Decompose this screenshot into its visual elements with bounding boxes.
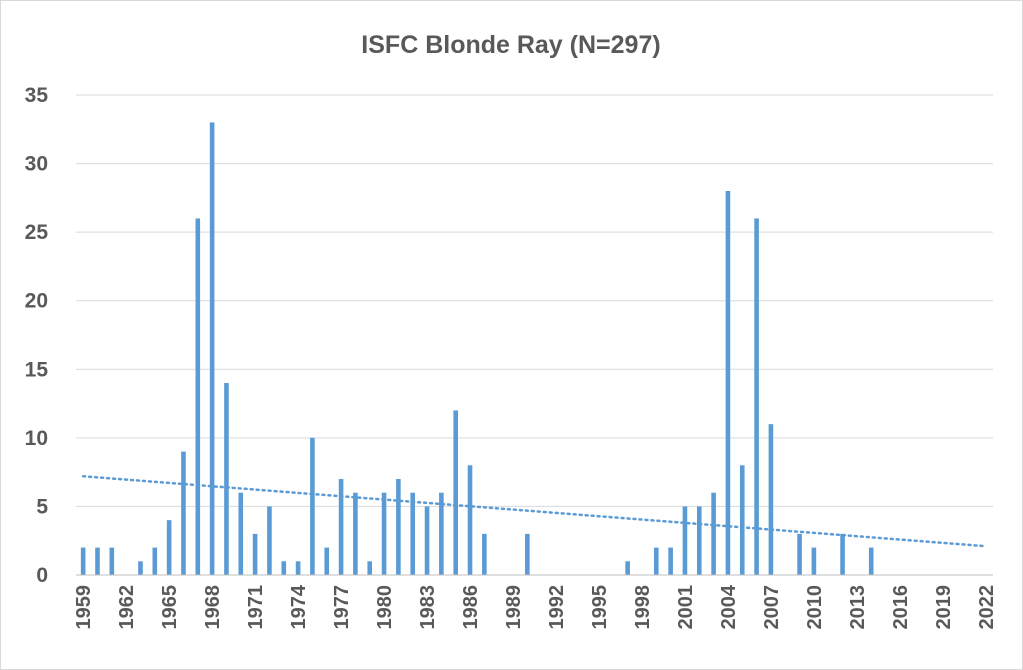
x-tick-label-1983: 1983 <box>417 585 439 630</box>
bar-2001 <box>682 506 688 575</box>
y-tick-label-35: 35 <box>25 84 49 107</box>
bar-2005 <box>739 465 745 575</box>
bar-1974 <box>295 561 301 575</box>
x-tick-label-1965: 1965 <box>159 585 181 630</box>
bar-1977 <box>338 479 344 575</box>
bar-1976 <box>324 547 330 575</box>
bar-2006 <box>754 218 759 575</box>
x-tick-label-1980: 1980 <box>374 585 396 630</box>
bar-1966 <box>181 451 186 575</box>
bar-1975 <box>310 437 315 575</box>
x-tick-label-1977: 1977 <box>331 585 353 630</box>
bar-1963 <box>138 561 143 575</box>
bar-1969 <box>224 383 229 575</box>
y-tick-label-25: 25 <box>25 221 49 244</box>
bar-1980 <box>381 492 387 575</box>
x-tick-label-1968: 1968 <box>202 585 224 630</box>
bar-2007 <box>768 424 774 575</box>
bar-1985 <box>453 410 458 575</box>
y-tick-label-15: 15 <box>25 358 49 381</box>
bar-2009 <box>797 533 802 575</box>
bar-1986 <box>467 465 473 575</box>
bar-1984 <box>439 492 444 575</box>
y-tick-label-30: 30 <box>25 153 48 176</box>
x-tick-label-1989: 1989 <box>503 585 525 630</box>
bar-1961 <box>109 547 115 575</box>
bar-1964 <box>152 547 158 575</box>
bar-1999 <box>653 547 659 575</box>
x-tick-label-1992: 1992 <box>546 585 568 630</box>
x-tick-label-2010: 2010 <box>804 585 826 630</box>
bar-2004 <box>725 191 731 575</box>
y-axis-ticks: 0 5 10 15 20 25 30 35 <box>25 84 49 587</box>
y-tick-label-10: 10 <box>25 427 48 450</box>
x-tick-label-2001: 2001 <box>675 585 697 630</box>
bar-1981 <box>396 479 401 575</box>
bar-2003 <box>711 492 716 575</box>
bar-1970 <box>238 492 244 575</box>
x-tick-label-2016: 2016 <box>890 585 912 630</box>
bar-1982 <box>410 492 416 575</box>
bar-2012 <box>840 533 845 575</box>
x-tick-label-1971: 1971 <box>245 585 267 630</box>
x-tick-label-1986: 1986 <box>460 585 482 630</box>
x-tick-label-2007: 2007 <box>761 585 783 630</box>
bar-2002 <box>696 506 702 575</box>
x-tick-label-1995: 1995 <box>589 585 611 630</box>
bar-1997 <box>625 561 630 575</box>
x-tick-label-1962: 1962 <box>116 585 138 630</box>
bar-1960 <box>95 547 100 575</box>
x-axis-ticks: 1959 1962 1965 1968 1971 1974 1977 1980 1983 1986… <box>73 584 998 629</box>
y-tick-label-5: 5 <box>36 495 48 518</box>
x-tick-label-1998: 1998 <box>632 585 654 630</box>
trendline <box>81 475 988 548</box>
bar-1965 <box>166 520 172 575</box>
bar-2000 <box>668 547 673 575</box>
x-tick-label-2004: 2004 <box>718 584 740 629</box>
x-tick-label-2013: 2013 <box>847 585 869 630</box>
bar-1959 <box>80 547 86 575</box>
bars <box>80 122 874 576</box>
chart-title: ISFC Blonde Ray (N=297) <box>361 31 660 59</box>
gridlines <box>76 94 993 507</box>
x-tick-label-2022: 2022 <box>976 585 998 630</box>
x-tick-label-2019: 2019 <box>933 585 955 630</box>
bar-1978 <box>353 492 358 575</box>
bar-1983 <box>424 506 430 575</box>
trendline-group <box>81 475 988 548</box>
y-tick-label-20: 20 <box>25 290 48 313</box>
bar-1979 <box>367 561 373 575</box>
bar-1972 <box>267 506 272 575</box>
x-tick-label-1959: 1959 <box>73 585 95 630</box>
bar-1968 <box>209 122 215 576</box>
bar-1990 <box>525 533 530 575</box>
bar-1967 <box>195 218 201 575</box>
x-tick-label-1974: 1974 <box>288 584 310 629</box>
bar-1987 <box>482 533 487 575</box>
bar-1971 <box>252 533 258 575</box>
bar-1973 <box>281 561 287 575</box>
bar-2010 <box>811 547 817 575</box>
y-tick-label-0: 0 <box>36 564 48 587</box>
bar-2014 <box>868 547 874 575</box>
